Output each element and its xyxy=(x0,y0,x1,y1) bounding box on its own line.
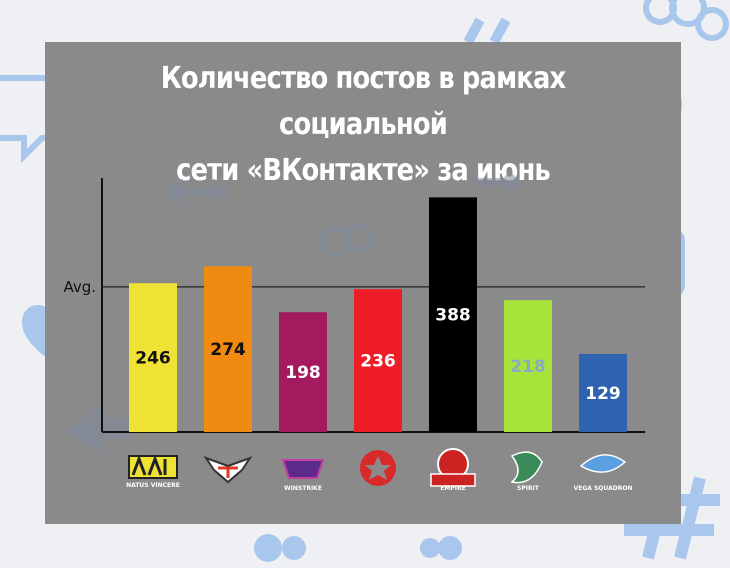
team-logo-text-3: WINSTRIKE xyxy=(284,485,322,492)
team-empire-banner xyxy=(430,473,476,487)
chart-panel: Количество постов в рамках социальной се… xyxy=(45,42,681,524)
bar-4 xyxy=(354,289,402,432)
bar-1 xyxy=(129,283,177,432)
bar-chart: Avg. 246 274 198 236 388 218 129 NATUS VINCERE… xyxy=(63,171,645,492)
virtus-pro-mark xyxy=(218,466,238,478)
bar-5 xyxy=(429,197,477,432)
bar-value-label-3: 198 xyxy=(285,363,321,383)
chart-title-line-1: Количество постов в рамках социальной xyxy=(160,61,566,142)
bar-value-label-2: 274 xyxy=(210,340,246,360)
team-logo-text-6: SPIRIT xyxy=(517,485,540,492)
bar-3 xyxy=(279,312,327,432)
gambit-star-icon xyxy=(365,456,391,480)
bar-2 xyxy=(204,266,252,432)
team-logo-7: VEGA SQUADRON xyxy=(574,454,633,492)
team-logo-text-7: VEGA SQUADRON xyxy=(574,485,633,492)
team-logo-2 xyxy=(203,456,253,484)
team-logo-text-5: EMPIRE xyxy=(440,485,465,492)
bar-value-label-7: 129 xyxy=(585,384,621,404)
bar-value-label-6: 218 xyxy=(510,357,546,377)
team-logo-4 xyxy=(360,450,396,486)
navi-logo-mark xyxy=(131,454,167,476)
hash-icon-top xyxy=(463,17,511,45)
team-logo-6: SPIRIT xyxy=(510,451,543,492)
chart-title: Количество постов в рамках социальной се… xyxy=(90,56,637,194)
bar-7 xyxy=(579,353,627,432)
bar-value-label-5: 388 xyxy=(435,306,471,326)
bar-value-label-1: 246 xyxy=(135,349,171,369)
team-logo-1: NATUS VINCERE xyxy=(126,454,180,489)
team-logo-5: EMPIRE xyxy=(430,448,476,492)
team-logo-text-1: NATUS VINCERE xyxy=(126,482,180,489)
team-spirit-logo-icon xyxy=(510,451,543,484)
winstrike-logo-icon xyxy=(281,459,325,479)
bar-value-label-4: 236 xyxy=(360,352,396,372)
average-label: Avg. xyxy=(63,278,96,296)
panel-decor xyxy=(65,171,525,454)
dot-icon xyxy=(254,534,282,562)
bar-6 xyxy=(504,300,552,432)
vega-squadron-logo-icon xyxy=(579,454,627,473)
team-logo-3: WINSTRIKE xyxy=(281,459,325,492)
